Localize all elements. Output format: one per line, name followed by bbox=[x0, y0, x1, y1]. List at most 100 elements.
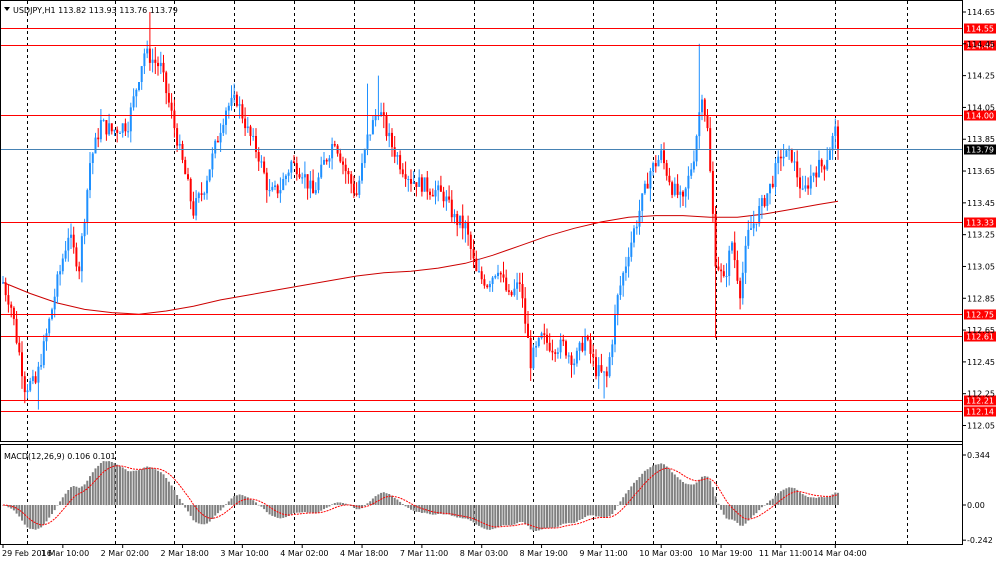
macd-bar-296 bbox=[807, 497, 810, 505]
collapse-triangle-icon[interactable] bbox=[4, 7, 10, 11]
macd-bar-303 bbox=[826, 496, 829, 505]
candle-161 bbox=[439, 175, 442, 192]
candle-body bbox=[314, 190, 317, 194]
candle-body bbox=[276, 185, 279, 194]
candle-142 bbox=[388, 123, 391, 148]
candle-body bbox=[464, 221, 467, 229]
macd-bar-188 bbox=[513, 505, 516, 525]
candle-92 bbox=[252, 128, 255, 141]
candle-115 bbox=[314, 182, 317, 195]
candle-body bbox=[146, 48, 149, 54]
candle-101 bbox=[276, 183, 279, 199]
candle-body bbox=[301, 177, 304, 179]
macd-bar-245 bbox=[668, 469, 671, 505]
candle-133 bbox=[363, 148, 366, 168]
candle-body bbox=[692, 161, 695, 170]
candle-body bbox=[410, 179, 412, 184]
candle-body bbox=[548, 342, 551, 351]
candle-body bbox=[497, 272, 499, 276]
macd-bar-270 bbox=[736, 505, 739, 523]
macd-bar-230 bbox=[627, 490, 630, 505]
macd-bar-75 bbox=[206, 505, 208, 524]
candle-219 bbox=[597, 357, 600, 389]
candle-183 bbox=[499, 271, 502, 283]
macd-bar-210 bbox=[573, 505, 576, 523]
macd-bar-134 bbox=[366, 503, 369, 505]
candle-body bbox=[584, 336, 587, 351]
candle-body bbox=[287, 172, 290, 176]
candle-188 bbox=[513, 279, 516, 297]
candle-182 bbox=[497, 264, 499, 280]
candle-body bbox=[494, 276, 497, 278]
candle-body bbox=[529, 338, 532, 369]
macd-bar-61 bbox=[167, 481, 170, 505]
candle-body bbox=[668, 175, 671, 183]
candle-body bbox=[396, 155, 399, 157]
macd-bar-17 bbox=[48, 505, 51, 518]
candle-157 bbox=[429, 188, 431, 200]
candle-body bbox=[611, 344, 614, 358]
macd-bar-66 bbox=[181, 503, 184, 505]
candle-23 bbox=[64, 241, 67, 262]
macd-bar-47 bbox=[129, 471, 132, 505]
macd-bar-183 bbox=[499, 505, 502, 527]
candle-body bbox=[219, 132, 222, 143]
candle-body bbox=[157, 62, 159, 67]
candle-21 bbox=[59, 264, 62, 286]
macd-bar-76 bbox=[208, 505, 211, 522]
macd-bar-18 bbox=[51, 505, 53, 514]
macd-bar-184 bbox=[502, 505, 505, 526]
macd-bar-155 bbox=[423, 505, 426, 513]
macd-bar-82 bbox=[225, 504, 227, 505]
macd-bar-207 bbox=[565, 505, 567, 524]
macd-bar-56 bbox=[154, 469, 157, 505]
candle-3 bbox=[10, 301, 13, 318]
macd-bar-49 bbox=[135, 470, 138, 505]
macd-bar-40 bbox=[110, 462, 113, 505]
candle-body bbox=[654, 163, 657, 167]
candle-body bbox=[690, 169, 693, 176]
candle-body bbox=[53, 296, 56, 310]
level-label-112-61: 112.61 bbox=[966, 333, 994, 342]
candle-body bbox=[361, 163, 363, 181]
candle-body bbox=[59, 271, 62, 275]
x-tick-label-9: 8 Mar 19:00 bbox=[520, 549, 568, 558]
candle-body bbox=[303, 174, 306, 178]
macd-bar-200 bbox=[546, 505, 548, 528]
candle-117 bbox=[320, 156, 323, 179]
candle-body bbox=[48, 318, 51, 334]
candle-37 bbox=[102, 118, 105, 122]
macd-bar-26 bbox=[72, 486, 75, 505]
candle-70 bbox=[192, 191, 195, 219]
macd-bar-59 bbox=[162, 474, 165, 505]
candle-292 bbox=[796, 150, 799, 187]
candle-body bbox=[638, 210, 641, 227]
candle-body bbox=[89, 163, 91, 191]
macd-bar-23 bbox=[64, 493, 67, 505]
candle-body bbox=[127, 131, 130, 133]
macd-bar-206 bbox=[562, 505, 565, 524]
candle-body bbox=[801, 188, 804, 190]
macd-bar-113 bbox=[309, 505, 312, 513]
candle-154 bbox=[420, 174, 423, 197]
macd-bar-5 bbox=[15, 505, 18, 514]
macd-bar-146 bbox=[399, 501, 402, 505]
macd-bar-256 bbox=[698, 479, 701, 505]
macd-header-text: MACD(12,26,9) 0.106 0.101 bbox=[4, 452, 116, 461]
candle-174 bbox=[475, 250, 478, 272]
candle-158 bbox=[431, 188, 434, 197]
candle-55 bbox=[151, 48, 154, 73]
candle-203 bbox=[554, 349, 557, 362]
candle-179 bbox=[488, 280, 491, 292]
candle-body bbox=[31, 376, 34, 381]
candle-7 bbox=[21, 341, 23, 389]
candle-33 bbox=[91, 152, 94, 175]
candle-41 bbox=[113, 129, 116, 136]
candle-body bbox=[605, 371, 608, 377]
candle-187 bbox=[510, 290, 513, 297]
macd-bar-89 bbox=[244, 496, 247, 505]
macd-bar-153 bbox=[418, 505, 421, 512]
candle-body bbox=[431, 194, 434, 197]
candle-body bbox=[227, 105, 230, 111]
candle-body bbox=[225, 110, 227, 125]
